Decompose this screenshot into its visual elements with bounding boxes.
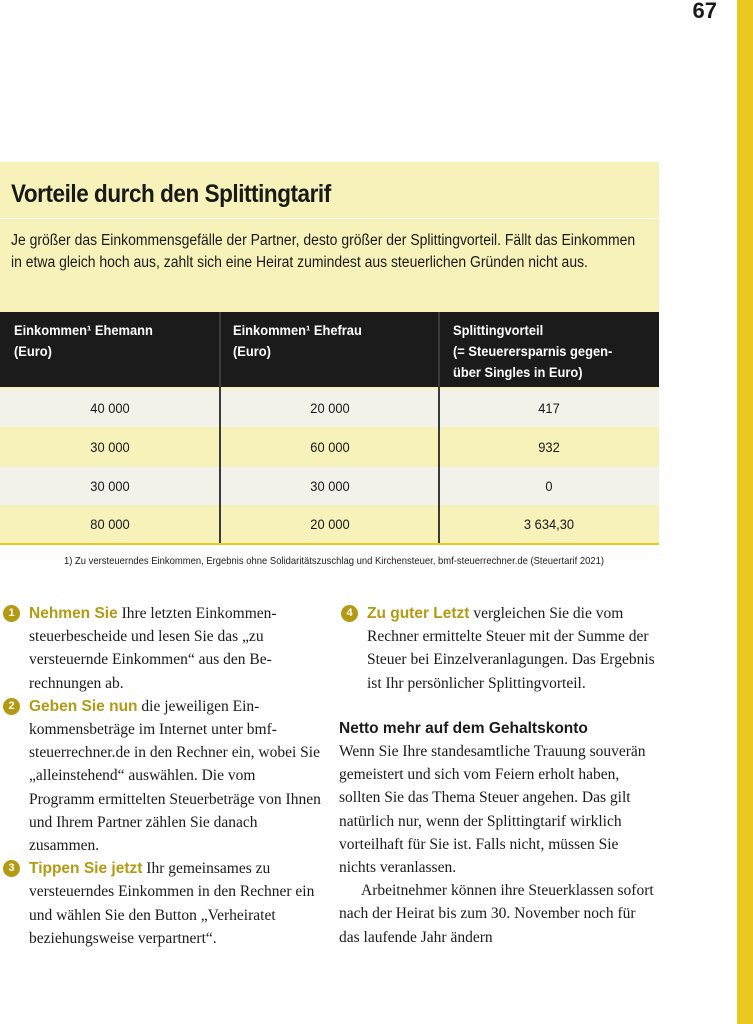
box-intro: Je größer das Einkommensgefälle der Part… — [11, 232, 636, 271]
table-cell: 20 000 — [310, 516, 350, 532]
column-divider — [219, 312, 221, 544]
step-lead: Nehmen Sie — [29, 605, 118, 622]
table-cell: 60 000 — [310, 439, 350, 455]
table-cell: 932 — [538, 439, 560, 455]
table-row: 40 000 20 000 417 — [0, 389, 659, 427]
table-cell: 0 — [545, 478, 553, 494]
step-text: die jeweiligen Ein­kommensbeträge im Int… — [29, 697, 321, 855]
body-paragraph: Wenn Sie Ihre standesamtliche Trauung so… — [339, 743, 646, 877]
step-1: 1 Nehmen Sie Ihre letzten Einkommen­steue… — [1, 602, 321, 695]
step-number-badge: 3 — [3, 860, 20, 878]
step-number-badge: 1 — [3, 605, 20, 622]
table-cell: 417 — [538, 400, 560, 416]
step-lead: Tippen Sie jetzt — [29, 860, 143, 878]
table-cell: 3 634,30 — [523, 516, 575, 532]
step-text: Ihr gemeinsames zu versteuerndes Einkomm… — [29, 860, 315, 947]
table-row: 80 000 20 000 3 634,30 — [0, 505, 659, 543]
table-cell: 30 000 — [90, 439, 130, 455]
table-bottom-rule — [0, 543, 659, 545]
table-cell: 30 000 — [90, 478, 130, 494]
box-divider — [0, 218, 659, 219]
body-paragraph: Arbeitnehmer können ihre Steuerklas­sen … — [339, 882, 654, 946]
header-line: über Singles in Euro) — [453, 364, 583, 380]
header-line: (Euro) — [14, 343, 52, 359]
table-cell: 40 000 — [90, 400, 130, 416]
step-text: Ihre letzten Einkommen­steuerbescheide u… — [29, 605, 277, 692]
table-header — [0, 312, 659, 387]
right-column: 4 Zu guter Letzt vergleichen Sie die vom … — [339, 602, 659, 949]
column-divider — [438, 312, 440, 544]
step-text: vergleichen Sie die vom Rechner ermittel… — [367, 605, 655, 692]
left-column: 1 Nehmen Sie Ihre letzten Einkommen­steue… — [1, 602, 321, 950]
step-2: 2 Geben Sie nun die jeweiligen Ein­kommen… — [1, 695, 321, 857]
step-4: 4 Zu guter Letzt vergleichen Sie die vom … — [339, 602, 659, 695]
box-title: Vorteile durch den Splittingtarif — [11, 180, 331, 208]
step-lead: Geben Sie nun — [29, 697, 138, 715]
header-line: (Euro) — [233, 343, 271, 359]
header-splitting-advantage: Splittingvorteil (= Steuerersparnis gege… — [453, 320, 612, 383]
step-number-badge: 4 — [341, 605, 358, 622]
table-row: 30 000 60 000 932 — [0, 428, 659, 466]
table-row: 30 000 30 000 0 — [0, 467, 659, 505]
table-cell: 80 000 — [90, 516, 130, 532]
header-line: Einkommen¹ Ehemann — [14, 322, 153, 338]
header-line: (= Steuerersparnis gegen- — [453, 343, 613, 359]
footnote: 1) Zu versteuerndes Einkommen, Ergebnis … — [64, 555, 604, 567]
header-husband-income: Einkommen¹ Ehemann (Euro) — [14, 320, 153, 362]
header-wife-income: Einkommen¹ Ehefrau (Euro) — [233, 320, 362, 362]
table-cell: 20 000 — [310, 400, 350, 416]
step-3: 3 Tippen Sie jetzt Ihr gemeinsames zu ver… — [1, 857, 321, 950]
section-heading: Netto mehr auf dem Gehaltskonto — [339, 719, 588, 737]
side-color-bar — [737, 0, 753, 1024]
page-number: 67 — [692, 0, 717, 23]
step-number-badge: 2 — [3, 697, 20, 715]
header-line: Einkommen¹ Ehefrau — [233, 322, 362, 338]
table-cell: 30 000 — [310, 478, 350, 494]
step-lead: Zu guter Letzt — [367, 605, 470, 622]
header-line: Splittingvorteil — [453, 322, 544, 338]
